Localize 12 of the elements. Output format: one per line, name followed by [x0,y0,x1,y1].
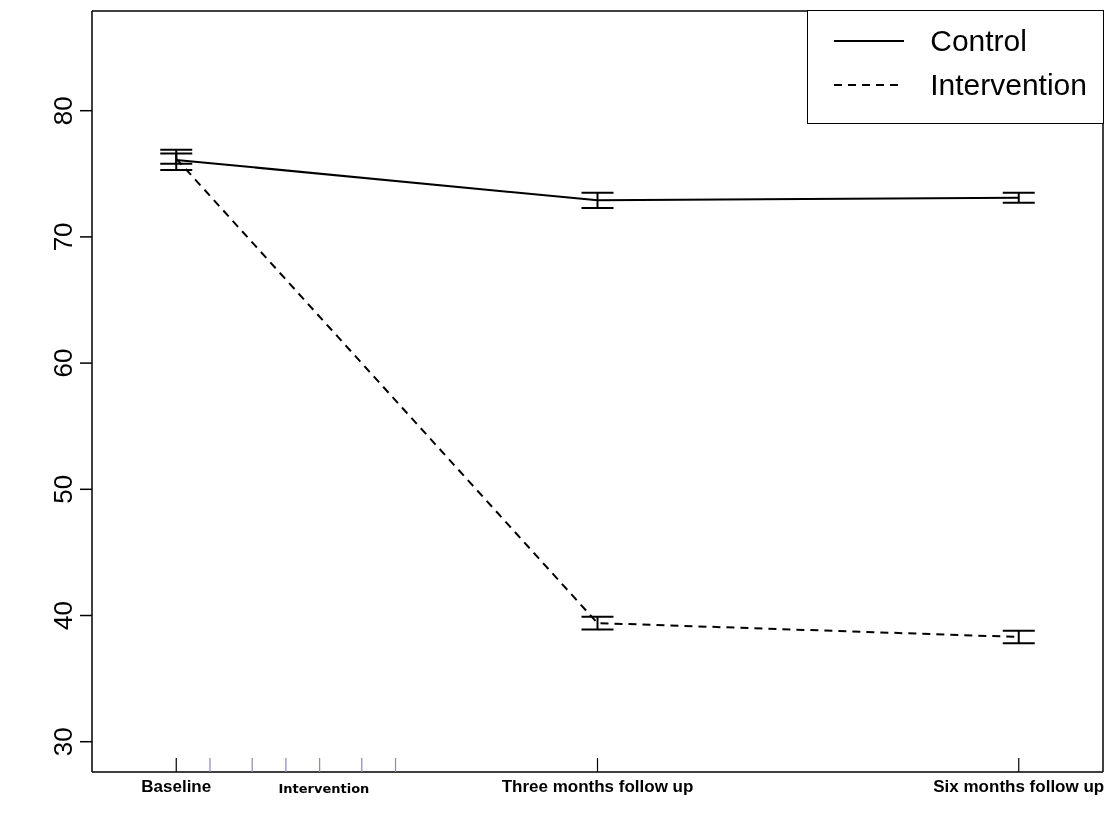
x-tick-label: Six months follow up [933,777,1105,796]
y-tick-label: 40 [48,601,78,630]
legend-label: Control [930,23,1027,59]
x-tick-label: Baseline [141,777,212,796]
y-tick-label: 70 [48,222,78,252]
text: Intervention [277,780,371,798]
y-tick-label: 30 [48,727,78,757]
x-tick-label: Three months follow up [501,777,694,796]
y-tick-label: 50 [48,474,78,504]
y-tick-label: 60 [48,348,78,378]
y-tick-label: 80 [48,96,78,126]
legend-label: Intervention [930,67,1087,103]
